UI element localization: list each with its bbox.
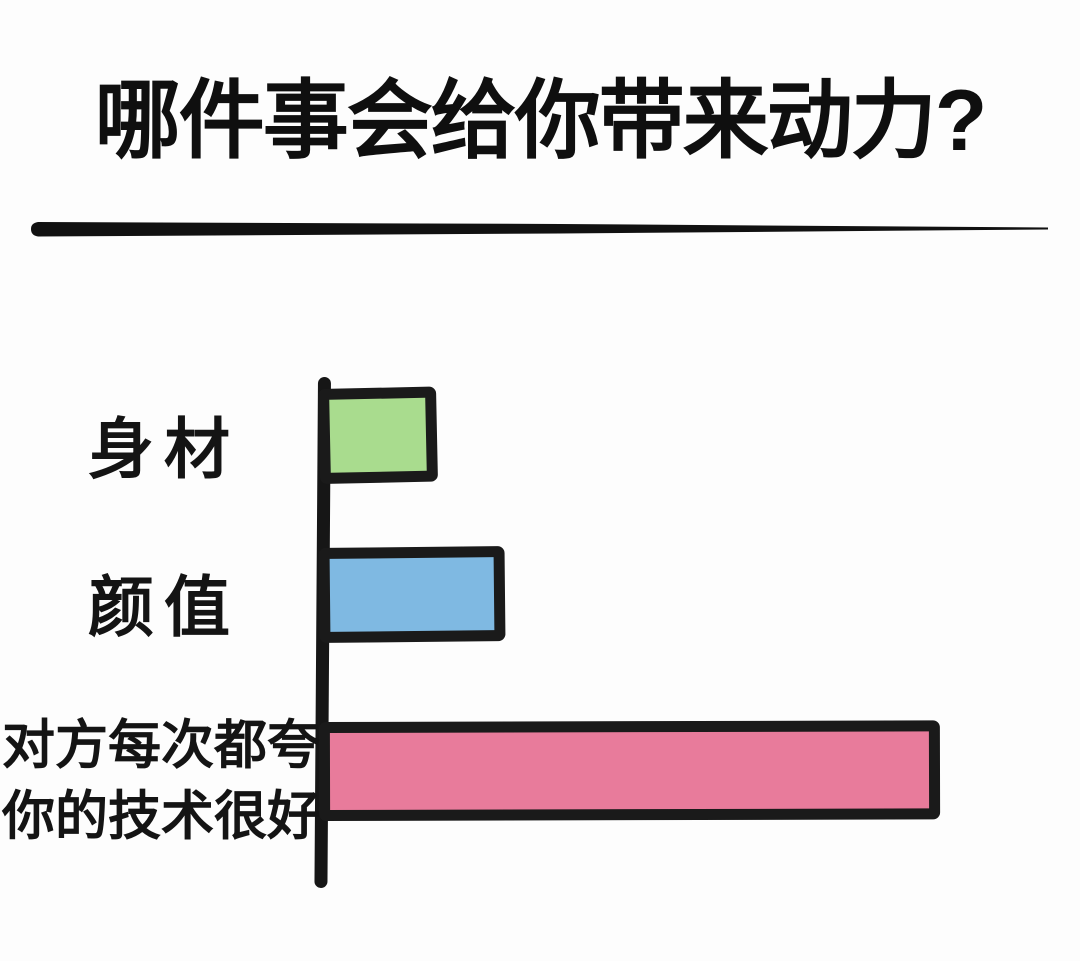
divider-line [31,222,1048,237]
category-label-skills-line2: 你的技术很好 [2,787,320,847]
category-label-skills-compliment: 对方每次都夸 你的技术很好 [2,710,320,852]
bar-looks [318,546,506,643]
category-label-skills-line1: 对方每次都夸 [2,716,320,775]
chart-title: 哪件事会给你带来动力? [94,73,988,169]
category-label-figure: 身材 [88,412,240,486]
category-label-looks: 颜值 [88,570,240,644]
bar-figure [318,386,438,484]
bar-skills-compliment [318,720,941,821]
